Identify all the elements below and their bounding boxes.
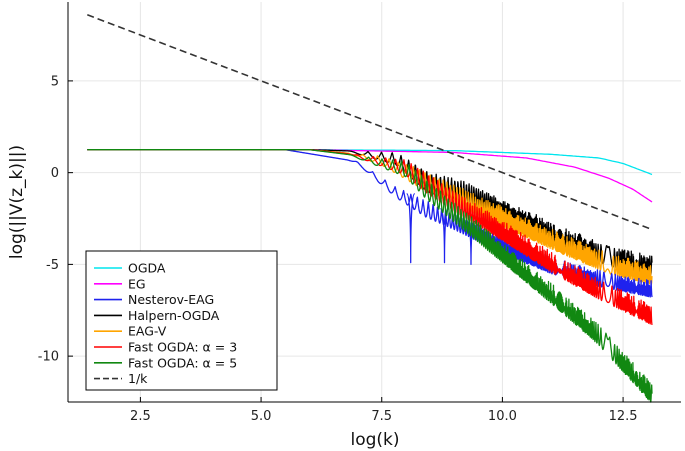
series-layer xyxy=(86,14,653,403)
y-ticks: 5 0 -5 -10 xyxy=(38,74,73,365)
legend: OGDAEGNesterov-EAGHalpern-OGDAEAG-VFast … xyxy=(85,250,278,391)
legend-label: Fast OGDA: α = 3 xyxy=(128,340,237,355)
legend-label: OGDA xyxy=(128,261,166,276)
legend-box xyxy=(85,250,278,391)
y-tick-label: 0 xyxy=(51,166,59,181)
x-ticks: 2.5 5.0 7.5 10.0 12.5 xyxy=(130,397,638,424)
legend-label: EAG-V xyxy=(128,324,167,339)
x-axis-label: log(k) xyxy=(350,430,399,450)
x-tick-label: 5.0 xyxy=(251,409,272,424)
x-tick-label: 12.5 xyxy=(609,409,638,424)
series-line-6 xyxy=(86,149,653,403)
y-axis-label: log(||V(z_k)||) xyxy=(7,145,27,259)
x-tick-label: 7.5 xyxy=(371,409,392,424)
series-line-2 xyxy=(86,149,653,298)
x-tick-label: 2.5 xyxy=(130,409,151,424)
y-tick-label: 5 xyxy=(51,74,59,89)
legend-label: Halpern-OGDA xyxy=(128,308,220,323)
series-line-7 xyxy=(87,14,653,231)
legend-label: Nesterov-EAG xyxy=(128,292,214,307)
y-tick-label: -5 xyxy=(46,258,59,273)
legend-label: 1/k xyxy=(128,371,148,386)
legend-label: Fast OGDA: α = 5 xyxy=(128,355,237,370)
y-tick-label: -10 xyxy=(38,350,59,365)
x-tick-label: 10.0 xyxy=(488,409,517,424)
legend-label: EG xyxy=(128,276,146,291)
